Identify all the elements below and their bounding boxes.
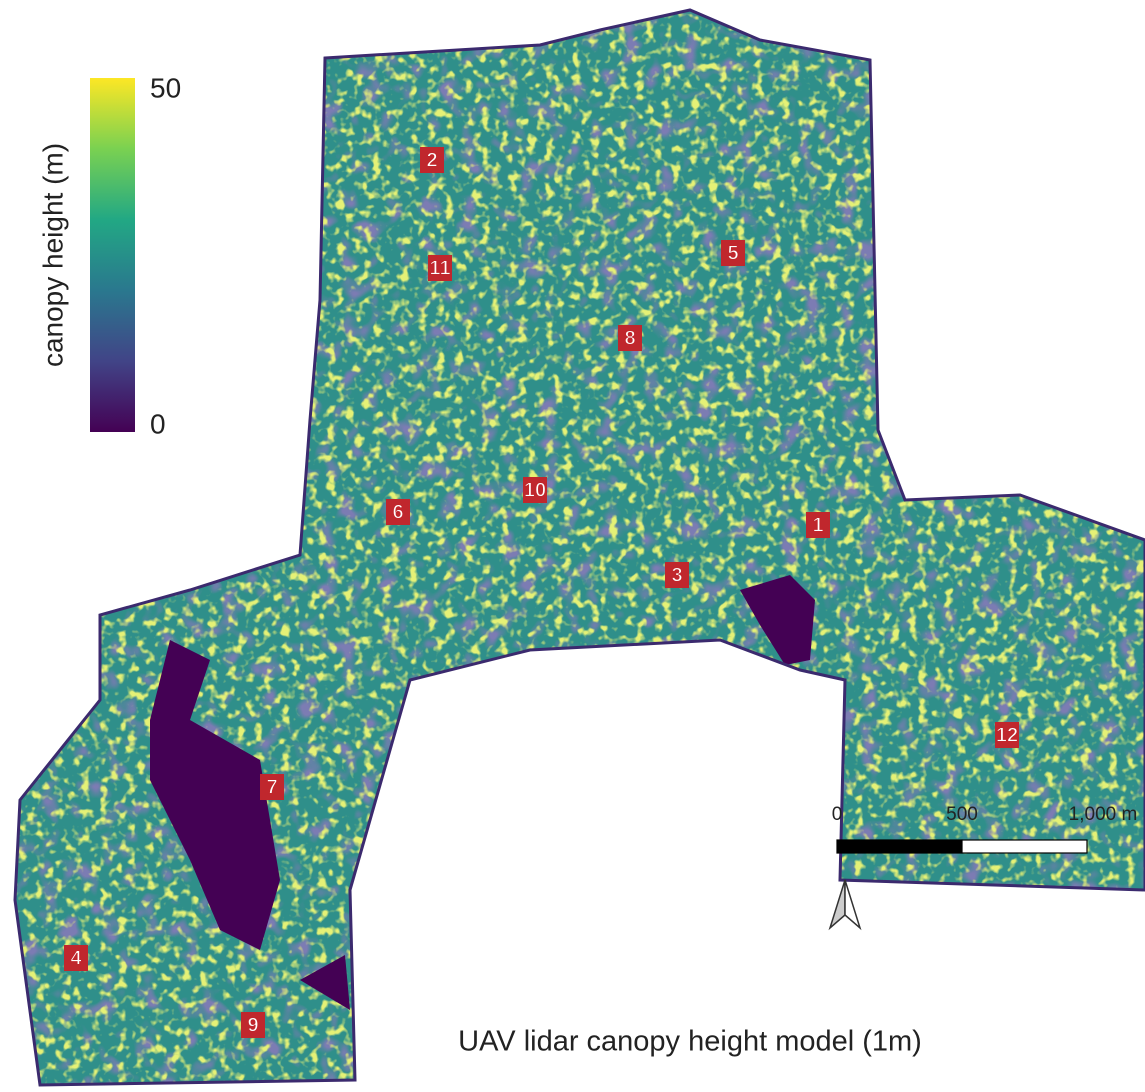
plot-label: 1	[812, 514, 823, 536]
plot-marker: 12	[995, 722, 1019, 748]
plot-marker: 6	[386, 499, 410, 525]
plot-marker: 4	[64, 945, 88, 971]
scale-bar-label: 0	[832, 804, 843, 825]
plot-marker: 9	[241, 1012, 265, 1038]
plot-label: 2	[426, 149, 437, 171]
plot-label: 11	[429, 257, 450, 279]
plot-label: 8	[624, 327, 635, 349]
scale-bar-segment	[837, 840, 962, 853]
canopy-raster	[0, 0, 1145, 1092]
plot-marker: 11	[428, 255, 452, 281]
colorbar-tick-label: 50	[150, 72, 181, 103]
plot-marker: 5	[721, 240, 745, 266]
plot-marker: 7	[260, 774, 284, 800]
plot-marker: 2	[420, 147, 444, 173]
scale-bar-label: 1,000 m	[1069, 804, 1138, 825]
plot-label: 9	[247, 1014, 258, 1036]
plot-label: 5	[727, 242, 738, 264]
scale-bar-segment	[962, 840, 1087, 853]
colorbar-label: canopy height (m)	[37, 143, 68, 367]
colorbar	[90, 78, 135, 432]
plot-label: 6	[392, 501, 403, 523]
map-figure: canopy height (m) UAV lidar canopy heigh…	[0, 0, 1145, 1092]
plot-marker: 8	[618, 325, 642, 351]
plot-marker: 10	[523, 477, 547, 503]
plot-label: 7	[266, 776, 277, 798]
north-arrow	[830, 880, 860, 928]
plot-label: 4	[70, 947, 82, 969]
plot-marker: 3	[665, 562, 689, 588]
plot-label: 10	[524, 479, 546, 501]
caption: UAV lidar canopy height model (1m)	[458, 1026, 922, 1058]
plot-label: 3	[671, 564, 682, 586]
scale-bar-label: 500	[946, 804, 978, 825]
plot-marker: 1	[806, 512, 830, 538]
colorbar-tick-label: 0	[150, 408, 166, 439]
plot-label: 12	[996, 724, 1018, 746]
